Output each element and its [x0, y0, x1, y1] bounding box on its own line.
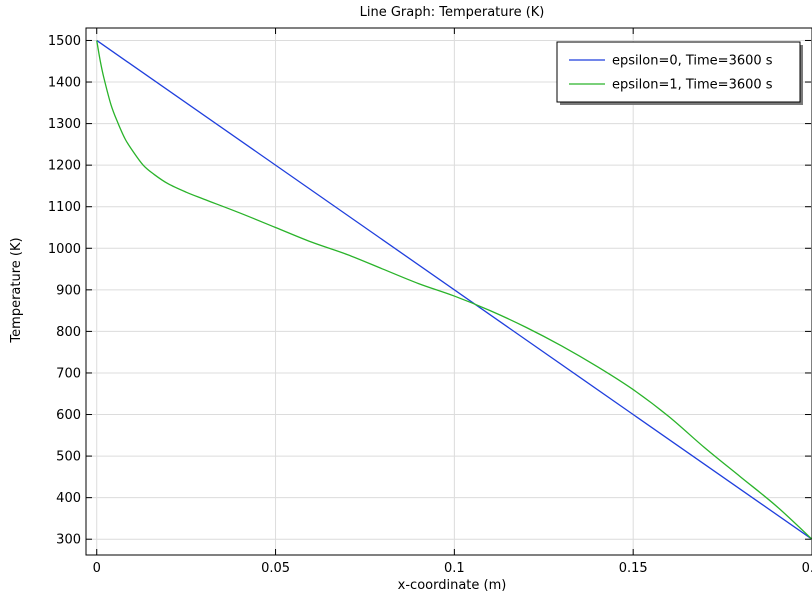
legend-label-1: epsilon=1, Time=3600 s: [612, 78, 773, 93]
legend: epsilon=0, Time=3600 s epsilon=1, Time=36…: [556, 41, 803, 105]
y-tick-label: 900: [56, 283, 81, 298]
y-tick-label: 400: [56, 491, 81, 506]
y-tick-label: 1500: [48, 34, 81, 49]
legend-label-0: epsilon=0, Time=3600 s: [612, 54, 773, 69]
x-tick-label: 0: [93, 561, 101, 576]
y-axis-title: Temperature (K): [9, 237, 24, 343]
grid-lines: [86, 28, 812, 555]
x-tick-label: 0.15: [619, 561, 648, 576]
chart-title: Line Graph: Temperature (K): [360, 5, 545, 20]
x-tick-label: 0.1: [444, 561, 465, 576]
series-lines: [96, 39, 812, 540]
series-line-1: [96, 40, 812, 540]
y-tick-label: 1000: [48, 242, 81, 257]
legend-box: [556, 41, 801, 103]
plot-frame: [85, 27, 812, 556]
y-tick-label: 1200: [48, 159, 81, 174]
y-tick-label: 300: [56, 533, 81, 548]
series-line-0: [96, 39, 812, 540]
tick-labels: 0 0.05 0.1 0.15 0.2 300 400 500 600 700 800 900 1000…: [48, 34, 812, 576]
y-tick-label: 600: [56, 408, 81, 423]
x-tick-label: 0.05: [261, 561, 290, 576]
x-tick-label: 0.2: [802, 561, 812, 576]
axis-ticks: [86, 28, 812, 555]
y-tick-label: 700: [56, 366, 81, 381]
y-tick-label: 800: [56, 325, 81, 340]
y-tick-label: 1300: [48, 117, 81, 132]
y-tick-label: 500: [56, 450, 81, 465]
y-tick-label: 1100: [48, 200, 81, 215]
x-axis-title: x-coordinate (m): [398, 578, 507, 593]
y-tick-label: 1400: [48, 76, 81, 91]
